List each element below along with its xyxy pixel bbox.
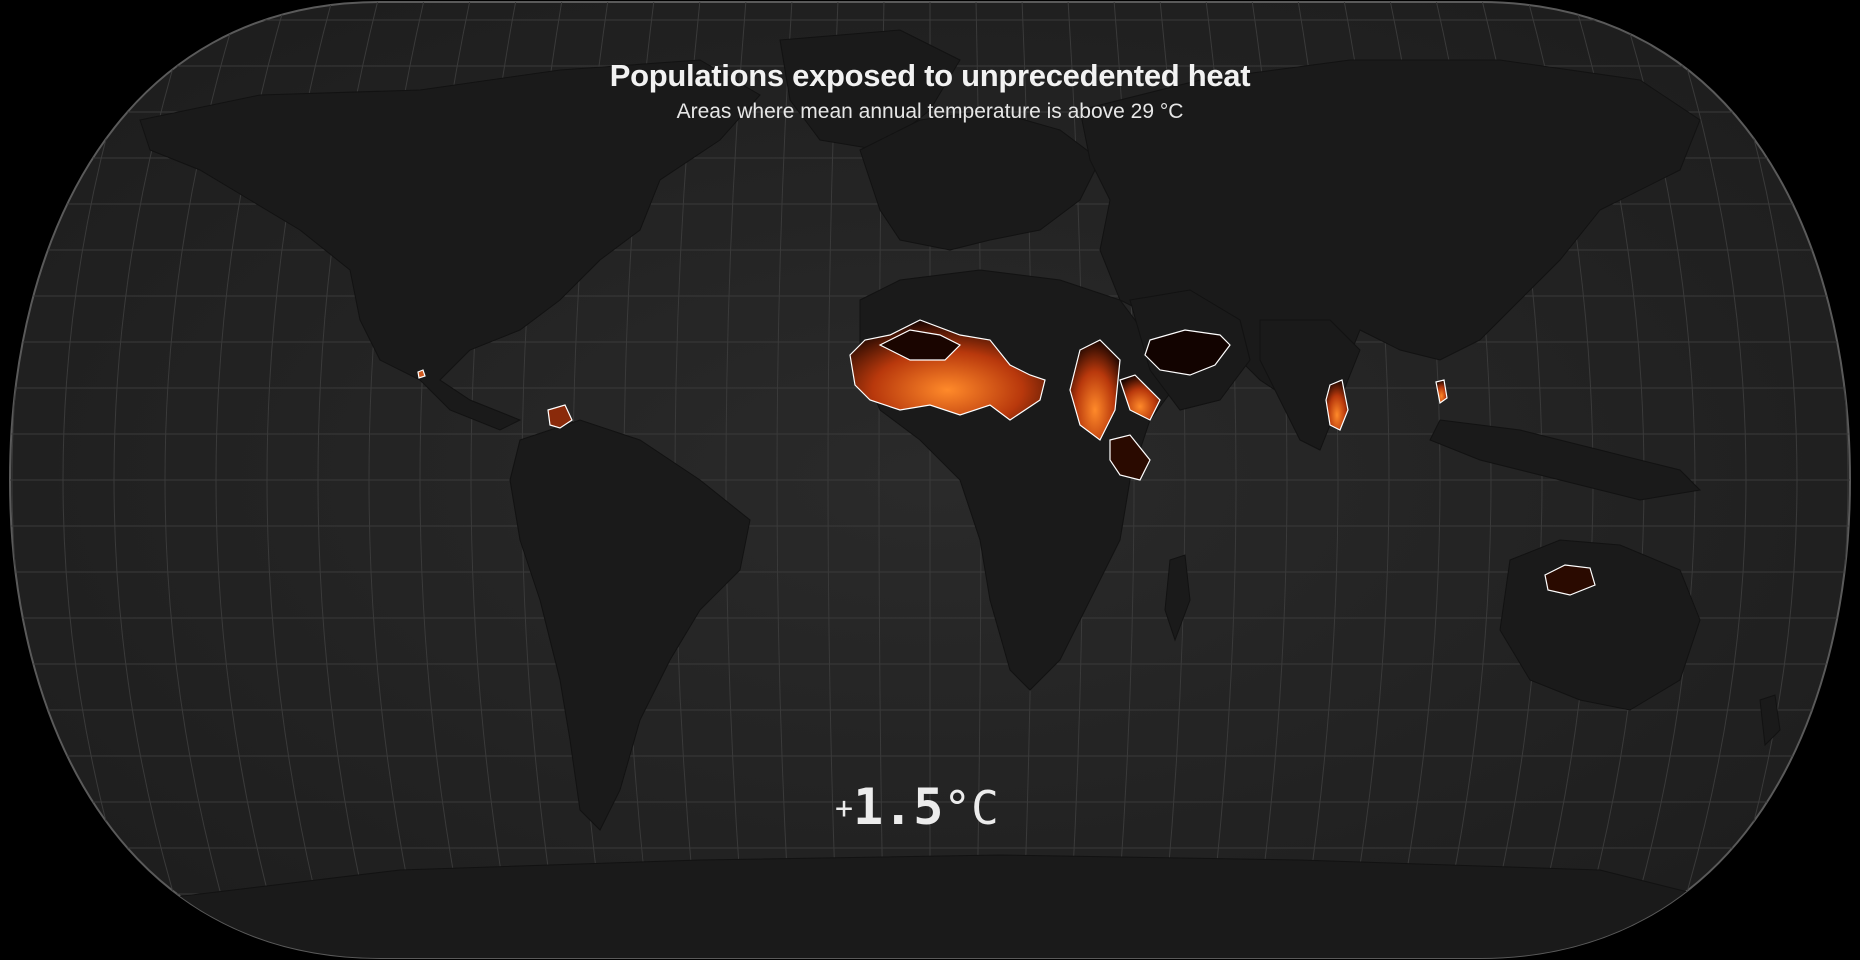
map-subtitle: Areas where mean annual temperature is a… bbox=[676, 100, 1184, 123]
heat-region-niger-chad bbox=[878, 329, 962, 361]
southeast-asia-islands bbox=[1429, 419, 1702, 501]
warming-unit: °C bbox=[943, 781, 999, 835]
new-zealand bbox=[1759, 694, 1781, 747]
graticule-meridian bbox=[725, 2, 747, 958]
graticule-meridian bbox=[1711, 2, 1798, 958]
heat-region-arabia bbox=[1144, 329, 1231, 376]
heat-region-somalia bbox=[1109, 434, 1151, 481]
madagascar bbox=[1164, 554, 1191, 642]
europe bbox=[859, 109, 1101, 251]
heat-region-caribbean bbox=[547, 404, 573, 429]
graticule-meridian bbox=[776, 2, 793, 958]
warming-scenario-label: +1.5°C bbox=[835, 778, 999, 836]
india bbox=[1259, 319, 1361, 451]
south-america bbox=[509, 419, 751, 831]
heat-region-indochina bbox=[1435, 379, 1448, 405]
heat-regions bbox=[417, 319, 1596, 596]
heat-region-south-india bbox=[1325, 379, 1349, 431]
north-america bbox=[139, 59, 761, 431]
warming-value: 1.5 bbox=[853, 778, 944, 836]
warming-sign: + bbox=[835, 791, 854, 826]
antarctica bbox=[149, 854, 1721, 958]
heat-region-horn bbox=[1119, 374, 1161, 421]
heat-region-australia bbox=[1544, 564, 1596, 596]
graticule-meridian bbox=[1665, 2, 1747, 958]
heat-region-sudan bbox=[1069, 339, 1121, 441]
graticule-meridian bbox=[62, 2, 149, 958]
heat-region-mexico bbox=[417, 369, 426, 379]
map-title: Populations exposed to unprecedented hea… bbox=[609, 58, 1251, 93]
